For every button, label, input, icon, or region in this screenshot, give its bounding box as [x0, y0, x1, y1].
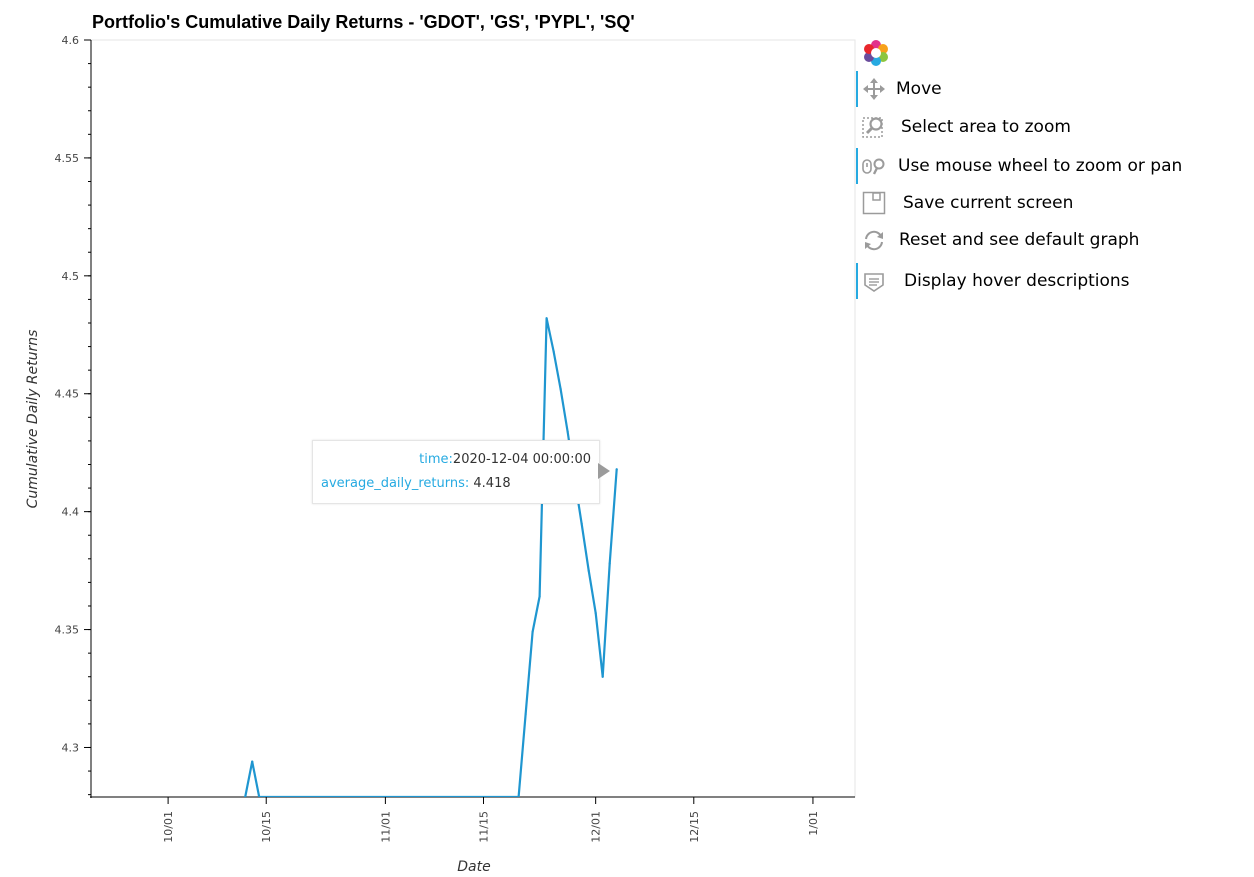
- tool-hover[interactable]: Display hover descriptions: [855, 263, 1254, 299]
- y-tick-label: 4.3: [62, 741, 80, 754]
- tool-reset-label: Reset and see default graph: [899, 230, 1140, 250]
- y-tick-label: 4.45: [55, 388, 80, 401]
- data-point: [566, 430, 569, 433]
- tooltip-time-value: 2020-12-04 00:00:00: [452, 452, 591, 467]
- x-axis-label: Date: [457, 859, 490, 875]
- tooltip-time-key: time:: [419, 452, 453, 467]
- data-point: [580, 522, 583, 525]
- data-point: [587, 569, 590, 572]
- data-point: [258, 795, 261, 797]
- y-axis-label: Cumulative Daily Returns: [25, 330, 41, 509]
- x-axis: 10/01 10/15 11/01 11/15 12/01 12/15 1/01: [90, 796, 855, 843]
- x-tick-label: 12/01: [590, 811, 603, 843]
- tool-hover-label: Display hover descriptions: [904, 271, 1130, 291]
- x-tick-label: 11/15: [478, 811, 491, 843]
- data-point: [244, 795, 247, 797]
- data-point: [559, 387, 562, 391]
- data-point: [594, 611, 597, 615]
- tooltip-pointer: [598, 463, 610, 479]
- tool-save[interactable]: Save current screen: [855, 185, 1254, 221]
- data-point: [601, 675, 604, 678]
- series-layer: [244, 317, 618, 797]
- data-point: [524, 713, 527, 716]
- data-point: [538, 595, 541, 598]
- data-point: [615, 468, 618, 471]
- plot-frame: [90, 39, 856, 798]
- save-icon: [862, 191, 886, 215]
- reset-icon: [865, 230, 883, 251]
- wheel-zoom-icon: [862, 158, 885, 175]
- tool-reset[interactable]: Reset and see default graph: [855, 222, 1254, 258]
- tool-box-zoom[interactable]: Select area to zoom: [855, 109, 1254, 145]
- data-point: [552, 350, 555, 353]
- tooltip-time-row: time:2020-12-04 00:00:00: [419, 452, 591, 467]
- tool-wheel-zoom[interactable]: Use mouse wheel to zoom or pan: [855, 148, 1254, 184]
- toolbar: Move Select area to zoom Use mouse wheel…: [855, 38, 1254, 308]
- box-zoom-icon: [862, 117, 883, 138]
- tool-save-label: Save current screen: [903, 193, 1074, 213]
- y-tick-label: 4.4: [62, 506, 80, 519]
- data-point: [251, 760, 254, 763]
- tool-active-indicator: [856, 71, 858, 107]
- data-point: [545, 317, 548, 320]
- tooltip-returns-key: average_daily_returns:: [321, 476, 470, 491]
- data-point: [608, 562, 611, 565]
- tool-wheel-zoom-label: Use mouse wheel to zoom or pan: [898, 156, 1183, 176]
- tool-move[interactable]: Move: [855, 71, 1254, 107]
- series-line: [244, 317, 618, 797]
- x-tick-label: 12/15: [688, 811, 701, 843]
- tooltip-returns-row: average_daily_returns: 4.418: [321, 476, 511, 491]
- y-tick-label: 4.5: [62, 270, 80, 283]
- tool-active-indicator: [856, 263, 858, 299]
- x-tick-label: 10/01: [162, 811, 175, 843]
- hover-icon: [864, 273, 884, 292]
- y-tick-label: 4.55: [55, 152, 80, 165]
- y-tick-label: 4.6: [62, 34, 80, 47]
- tool-box-zoom-label: Select area to zoom: [901, 117, 1071, 137]
- bokeh-logo-icon[interactable]: [863, 40, 889, 66]
- x-tick-label: 11/01: [379, 811, 392, 843]
- y-axis: 4.3 4.35 4.4 4.45 4.5 4.55 4.6: [55, 34, 92, 798]
- data-point: [517, 795, 520, 797]
- y-tick-label: 4.35: [55, 624, 80, 637]
- x-tick-label: 10/15: [260, 811, 273, 843]
- x-tick-label: 1/01: [807, 811, 820, 836]
- move-icon: [863, 78, 885, 100]
- tooltip-returns-value: 4.418: [473, 476, 511, 491]
- tool-active-indicator: [856, 148, 858, 184]
- chart-title: Portfolio's Cumulative Daily Returns - '…: [92, 12, 635, 32]
- data-point: [531, 630, 534, 634]
- hover-tooltip: time:2020-12-04 00:00:00 average_daily_r…: [312, 440, 600, 504]
- tool-move-label: Move: [896, 79, 942, 99]
